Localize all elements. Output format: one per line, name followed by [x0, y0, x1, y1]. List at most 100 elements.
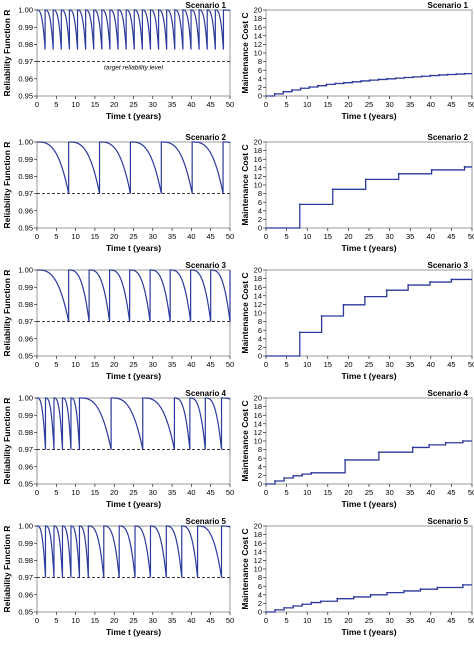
scenario-2-reliability-y-axis-label: Reliability Function R [2, 142, 12, 229]
scenario-1-cost-ytick-label: 0 [258, 92, 262, 101]
scenario-4-cost-xtick-label: 25 [365, 488, 373, 497]
scenario-1-cost-cost-point [377, 78, 380, 81]
scenario-1-reliability-ytick-label: 0.98 [18, 40, 33, 49]
scenario-5-cost-cost-point [419, 588, 422, 591]
scenario-5-reliability-ytick-label: 0.96 [18, 590, 33, 599]
scenario-2-reliability-xtick-label: 45 [207, 232, 215, 241]
scenario-4-reliability-xtick-label: 45 [207, 488, 215, 497]
scenario-1-reliability-plot-frame [36, 9, 231, 97]
scenario-1-reliability-ytick-label: 0.97 [18, 57, 33, 66]
scenario-4-cost-ytick-label: 12 [254, 428, 262, 437]
scenario-1-cost-cost-point [342, 81, 345, 84]
scenario-2-cost-ytick-label: 8 [258, 189, 262, 198]
scenario-3-cost-ytick-label: 16 [254, 283, 262, 292]
scenario-5-cost-cost-point [319, 600, 322, 603]
scenario-4-cost-xtick-label: 50 [468, 488, 474, 497]
scenario-4-reliability-xtick-label: 35 [168, 488, 176, 497]
scenario-5-reliability-xtick-label: 10 [71, 616, 79, 625]
scenario-5-reliability-xtick-label: 15 [91, 616, 99, 625]
scenario-4-reliability-xtick-label: 0 [35, 488, 39, 497]
scenario-1-cost-xtick-label: 5 [285, 100, 289, 109]
scenario-3-cost-plot-frame [265, 269, 473, 357]
scenario-1-cost-cost-point [273, 92, 276, 95]
scenario-4-cost-y-axis-label: Maintenance Cost C [240, 400, 250, 481]
scenario-5-cost-xtick-label: 50 [468, 616, 474, 625]
scenario-3-cost-cost-point [342, 303, 345, 306]
scenario-5-cost-ytick-label: 18 [254, 530, 262, 539]
scenario-1-cost-ytick-label: 2 [258, 83, 262, 92]
scenario-1-cost-x-axis-label: Time t (years) [341, 111, 396, 121]
scenario-5-cost-xtick-label: 15 [324, 616, 332, 625]
scenario-2-cost-ytick-label: 16 [254, 155, 262, 164]
scenario-3-cost-xtick-label: 0 [264, 360, 268, 369]
scenario-5-cost-title: Scenario 5 [428, 517, 469, 526]
scenario-3-reliability-ytick-label: 0.95 [18, 352, 33, 361]
scenario-2-cost-xtick-label: 5 [285, 232, 289, 241]
scenario-1-cost-cost-point [438, 74, 440, 76]
scenario-1-cost-y-axis-label: Maintenance Cost C [240, 12, 250, 93]
scenario-4-cost-cost-point [444, 441, 447, 444]
scenario-2-reliability-reliability-curve [37, 141, 231, 194]
scenario-2-reliability-ytick-label: 0.95 [18, 224, 33, 233]
scenario-2-reliability-xtick-label: 10 [71, 232, 79, 241]
scenario-5-reliability-xtick-label: 45 [207, 616, 215, 625]
scenario-1-cost-xtick-label: 15 [324, 100, 332, 109]
scenario-5-reliability-ytick-label: 1.00 [18, 522, 33, 531]
scenario-2-cost-xtick-label: 50 [468, 232, 474, 241]
scenario-2-cost-xtick-label: 0 [264, 232, 268, 241]
scenario-1-cost-cost-point [360, 80, 363, 82]
scenario-2-cost-ytick-label: 14 [254, 163, 262, 172]
scenario-5-cost-xtick-label: 45 [447, 616, 455, 625]
scenario-1-cost-cost-point [282, 90, 285, 93]
scenario-5-cost-ytick-label: 8 [258, 573, 262, 582]
scenario-1-reliability-xtick-label: 0 [35, 100, 39, 109]
scenario-1-cost-xtick-label: 40 [427, 100, 435, 109]
scenario-1-cost-xtick-label: 35 [406, 100, 414, 109]
scenario-5-cost-ytick-label: 10 [254, 565, 262, 574]
scenario-4-reliability-reliability-curve [37, 397, 231, 450]
scenario-4-cost-cost-point [428, 443, 431, 446]
scenario-3-reliability-y-axis-label: Reliability Function R [2, 270, 12, 357]
scenario-1-reliability-xtick-label: 5 [54, 100, 58, 109]
scenario-2-cost-cost-point [430, 169, 433, 171]
scenario-4-reliability-xtick-label: 10 [71, 488, 79, 497]
scenario-1-reliability-xtick-label: 20 [110, 100, 118, 109]
scenario-4-reliability-xtick-label: 50 [226, 488, 234, 497]
scenario-4-cost-cost-point [301, 473, 304, 476]
scenario-4-cost-ytick-label: 14 [254, 419, 262, 428]
scenario-1-cost-xtick-label: 0 [264, 100, 268, 109]
scenario-1-cost-cost-point [291, 89, 293, 91]
scenario-2-reliability-xtick-label: 15 [91, 232, 99, 241]
scenario-4-cost-cost-point [411, 446, 414, 449]
scenario-2-cost-cost-point [331, 188, 334, 191]
scenario-4-cost-cost-point [462, 440, 464, 442]
scenario-3-cost-xtick-label: 5 [285, 360, 289, 369]
scenario-5-cost-x-axis-label: Time t (years) [341, 627, 396, 637]
scenario-3-reliability-xtick-label: 50 [226, 360, 234, 369]
scenario-2-cost-x-axis-label: Time t (years) [341, 243, 396, 253]
scenario-4-reliability-x-axis-label: Time t (years) [106, 499, 161, 509]
scenario-5-reliability-ytick-label: 0.98 [18, 556, 33, 565]
scenario-3-cost-ytick-label: 4 [258, 334, 262, 343]
scenario-2-cost-ytick-label: 0 [258, 224, 262, 233]
scenario-1-cost-cost-point [403, 76, 406, 79]
scenario-2-cost-y-axis-label: Maintenance Cost C [240, 144, 250, 225]
scenario-3-cost-ytick-label: 6 [258, 326, 262, 335]
scenario-4-cost-ytick-label: 2 [258, 471, 262, 480]
scenario-1-cost-ytick-label: 12 [254, 40, 262, 49]
scenario-4-cost-ytick-label: 6 [258, 454, 262, 463]
scenario-5-cost-cost-step-line [266, 584, 472, 613]
scenario-1-cost-cost-point [386, 77, 389, 80]
scenario-3-reliability-xtick-label: 35 [168, 360, 176, 369]
scenario-1-cost-cost-point [334, 82, 337, 85]
scenario-5-cost-xtick-label: 30 [385, 616, 393, 625]
scenario-5-reliability-ytick-label: 0.99 [18, 539, 33, 548]
scenario-5-cost-cost-point [292, 605, 295, 607]
scenario-2-cost-cost-point [364, 178, 367, 181]
scenario-4-cost-xtick-label: 20 [344, 488, 352, 497]
scenario-1-cost-cost-point [464, 72, 466, 75]
scenario-4-cost-ytick-label: 4 [258, 462, 262, 471]
scenario-1-cost-ytick-label: 14 [254, 31, 262, 40]
scenario-2-reliability-xtick-label: 5 [54, 232, 58, 241]
